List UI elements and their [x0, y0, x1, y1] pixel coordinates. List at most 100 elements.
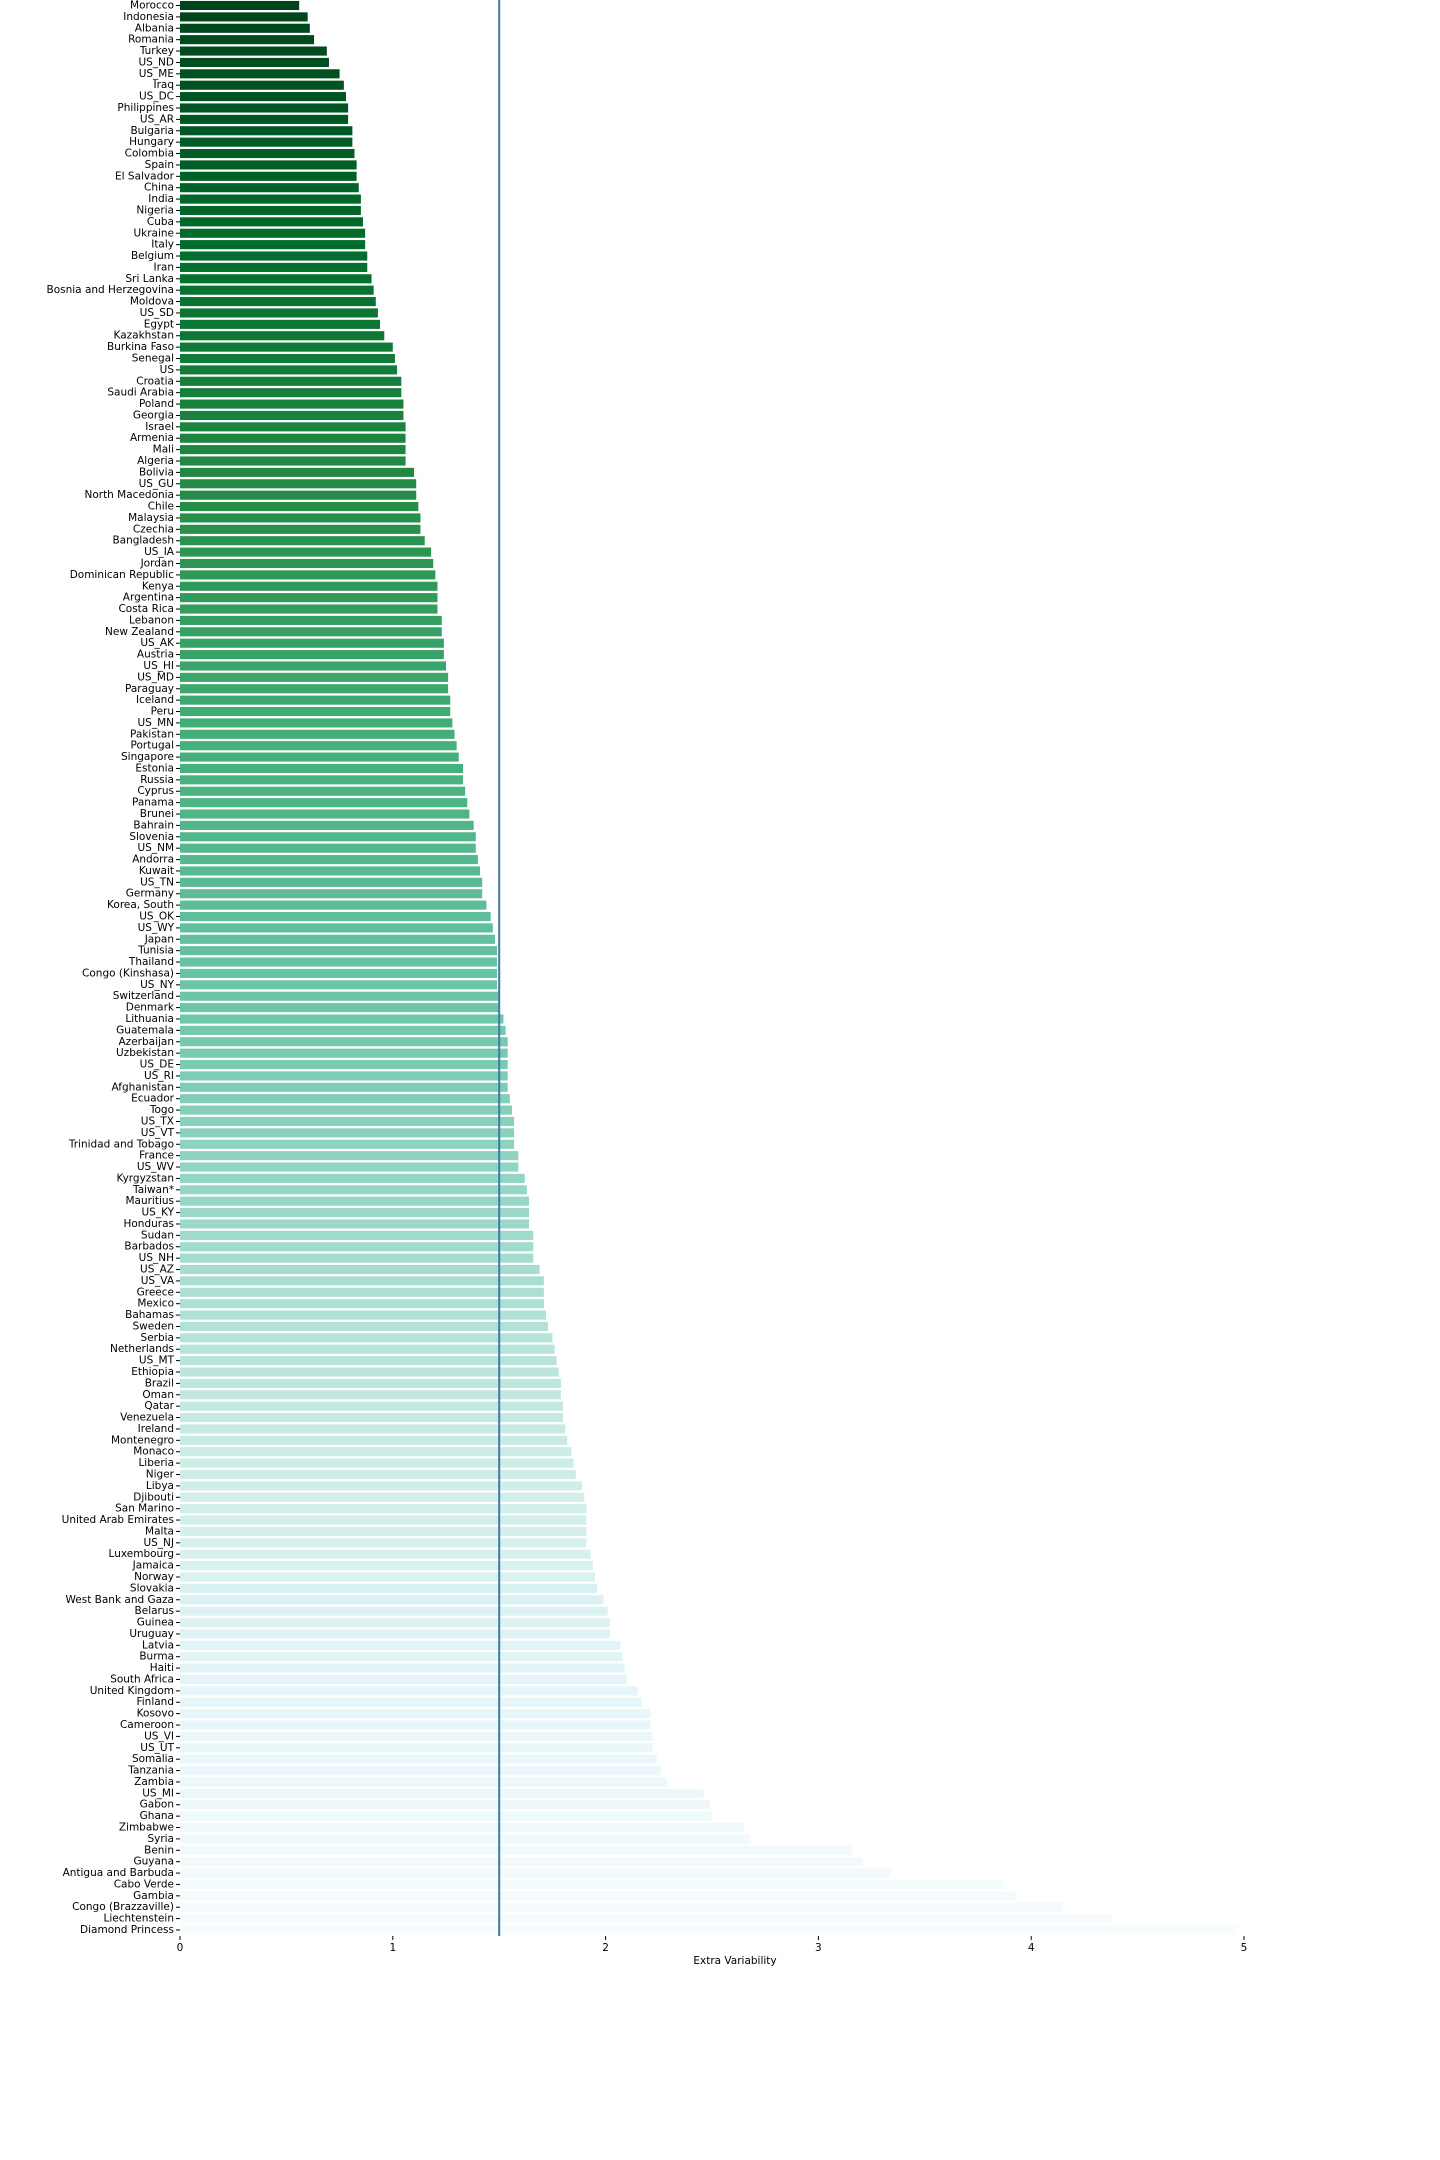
bar: [180, 1834, 751, 1844]
bar: [180, 1766, 661, 1776]
y-tick-label: Portugal: [131, 740, 175, 752]
y-tick-label: Togo: [149, 1104, 174, 1116]
bar: [180, 80, 344, 90]
bar: [180, 376, 402, 386]
bar: [180, 581, 438, 591]
bar: [180, 672, 449, 682]
bar: [180, 285, 374, 295]
bar: [180, 1401, 564, 1411]
bar: [180, 524, 421, 534]
y-tick-label: Andorra: [132, 854, 174, 866]
bar: [180, 205, 361, 216]
bar: [180, 342, 393, 352]
y-tick-label: Israel: [145, 421, 174, 433]
bar: [180, 1481, 583, 1491]
bar: [180, 980, 498, 990]
bar: [180, 1640, 621, 1650]
bar: [180, 889, 483, 899]
bar: [180, 1151, 519, 1161]
bar: [180, 1515, 587, 1525]
y-tick-label: Barbados: [124, 1241, 174, 1253]
bar: [180, 501, 419, 512]
bar: [180, 103, 349, 113]
bar: [180, 399, 404, 409]
bar: [180, 957, 498, 967]
bar: [180, 1754, 657, 1764]
y-tick-label: Djibouti: [133, 1491, 174, 1503]
bar: [180, 1196, 529, 1206]
y-tick-label: Hungary: [129, 136, 174, 148]
y-tick-label: Oman: [142, 1389, 174, 1401]
y-tick-label: Guatemala: [116, 1024, 174, 1036]
bar: [180, 798, 468, 808]
y-tick-label: Haiti: [150, 1662, 174, 1674]
bar: [180, 410, 404, 421]
y-tick-label: Honduras: [123, 1218, 174, 1230]
bar: [180, 638, 444, 648]
x-tick-label: 4: [1028, 1942, 1035, 1954]
y-tick-label: Tunisia: [137, 945, 174, 957]
y-tick-label: Georgia: [133, 409, 174, 421]
y-tick-label: Turkey: [139, 45, 174, 57]
bar: [180, 1310, 547, 1320]
bar: [180, 1390, 561, 1400]
y-tick-label: Jamaica: [132, 1560, 174, 1572]
y-tick-label: US_HI: [143, 660, 174, 672]
bar: [180, 1333, 553, 1343]
bar: [180, 1469, 576, 1480]
bar: [180, 1276, 544, 1286]
bar: [180, 1526, 587, 1536]
y-tick-label: Moldova: [130, 296, 174, 308]
y-tick-label: San Marino: [115, 1503, 174, 1515]
bar: [180, 1822, 744, 1833]
y-tick-label: Chile: [148, 501, 174, 513]
bar: [180, 1595, 604, 1605]
y-tick-label: Korea, South: [107, 899, 174, 911]
y-tick-label: Ghana: [140, 1810, 174, 1822]
bar: [180, 934, 495, 944]
bar: [180, 775, 464, 785]
y-tick-label: Slovakia: [130, 1582, 174, 1594]
bar: [180, 1025, 506, 1035]
bar: [180, 490, 417, 500]
bar: [180, 1686, 638, 1696]
y-tick-label: Cameroon: [120, 1719, 174, 1731]
bar: [180, 0, 300, 11]
bar: [180, 1048, 508, 1058]
bar: [180, 35, 315, 45]
bar: [180, 1845, 853, 1855]
y-tick-label: US_MN: [137, 717, 174, 729]
y-tick-label: Gambia: [133, 1890, 174, 1902]
y-tick-label: US_IA: [144, 546, 175, 558]
bar: [180, 661, 446, 671]
y-tick-label: Luxembourg: [109, 1548, 174, 1560]
bar: [180, 479, 417, 489]
y-tick-label: Cyprus: [137, 785, 174, 797]
bar: [180, 809, 470, 819]
y-tick-label: Singapore: [121, 751, 174, 763]
bar: [180, 1242, 534, 1252]
y-tick-label: North Macedonia: [84, 489, 174, 501]
y-tick-label: Mauritius: [125, 1195, 174, 1207]
bar: [180, 1720, 651, 1730]
y-tick-label: Saudi Arabia: [107, 387, 174, 399]
y-tick-label: Brunei: [140, 808, 174, 820]
y-tick-label: Serbia: [141, 1332, 174, 1344]
x-axis-label: Extra Variability: [693, 1955, 776, 1967]
bar: [180, 877, 483, 887]
bar: [180, 1059, 508, 1070]
y-tick-label: US_OK: [139, 911, 175, 923]
y-tick-label: Diamond Princess: [80, 1924, 174, 1936]
y-tick-label: Guyana: [133, 1856, 174, 1868]
bar: [180, 1731, 653, 1741]
y-tick-label: Senegal: [132, 353, 174, 365]
y-tick-label: US_ME: [139, 68, 174, 80]
bar: [180, 1014, 504, 1024]
y-tick-label: Slovenia: [129, 831, 174, 843]
bar: [180, 1572, 595, 1582]
y-tick-label: US_RI: [144, 1070, 174, 1082]
y-tick-label: Ecuador: [131, 1093, 175, 1105]
y-tick-label: Sudan: [141, 1229, 174, 1241]
y-tick-label: Uruguay: [129, 1628, 174, 1640]
